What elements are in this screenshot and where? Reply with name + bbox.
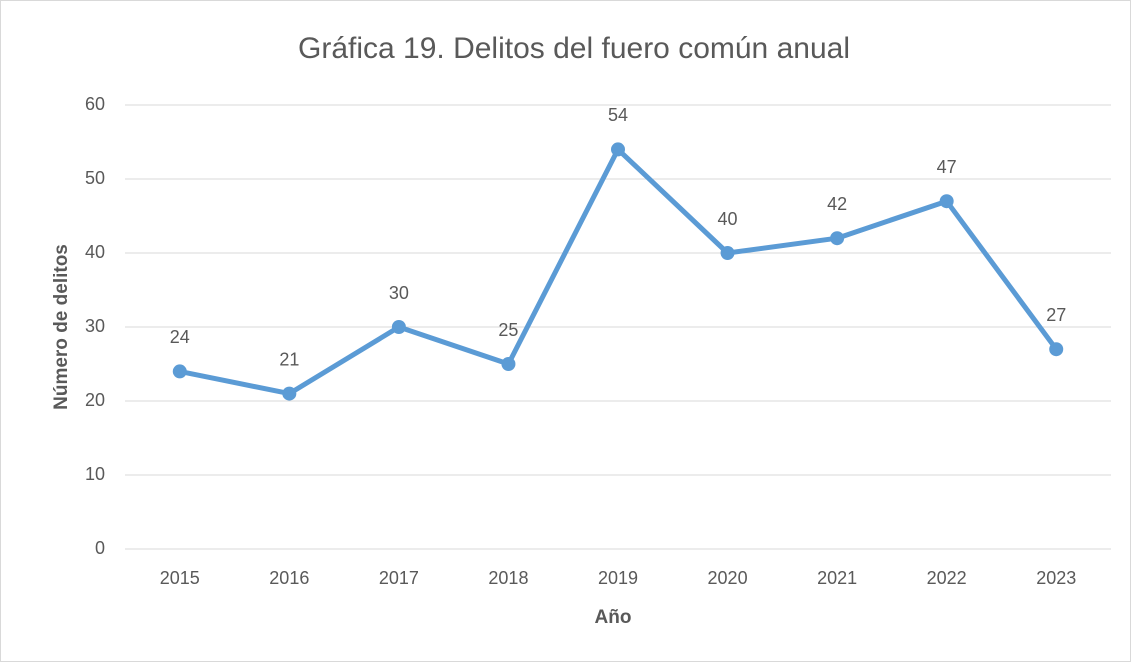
- marker: [611, 142, 625, 157]
- data-label: 27: [1046, 305, 1066, 325]
- data-label: 30: [389, 283, 409, 303]
- y-tick-label: 0: [95, 538, 105, 558]
- data-label: 42: [827, 194, 847, 214]
- x-tick-label: 2021: [817, 568, 857, 588]
- y-axis-label: Número de delitos: [51, 244, 72, 410]
- data-label: 21: [279, 349, 299, 369]
- x-tick-label: 2016: [269, 568, 309, 588]
- x-tick-label: 2023: [1036, 568, 1076, 588]
- y-tick-label: 30: [85, 316, 105, 336]
- marker: [282, 386, 297, 401]
- y-tick-label: 10: [85, 464, 105, 484]
- y-tick-label: 40: [85, 242, 105, 262]
- data-label: 54: [608, 105, 628, 125]
- marker: [720, 246, 735, 260]
- marker: [501, 357, 516, 371]
- data-label: 47: [937, 157, 957, 177]
- marker: [391, 320, 406, 334]
- marker: [830, 231, 845, 246]
- y-tick-label: 20: [85, 390, 105, 410]
- y-tick-label: 50: [85, 168, 105, 188]
- data-label: 25: [498, 320, 518, 340]
- x-axis-label: Año: [595, 607, 632, 628]
- x-tick-label: 2017: [379, 568, 419, 588]
- x-tick-label: 2022: [927, 568, 967, 588]
- x-tick-label: 2020: [708, 568, 748, 588]
- y-tick-label: 60: [85, 94, 105, 114]
- x-tick-label: 2015: [160, 568, 200, 588]
- chart-title: Gráfica 19. Delitos del fuero común anua…: [298, 32, 850, 65]
- marker: [1049, 342, 1064, 357]
- data-label: 40: [718, 209, 738, 229]
- marker: [939, 194, 954, 209]
- x-tick-label: 2019: [598, 568, 638, 588]
- data-label: 24: [170, 327, 190, 347]
- x-tick-label: 2018: [488, 568, 528, 588]
- marker: [172, 364, 187, 379]
